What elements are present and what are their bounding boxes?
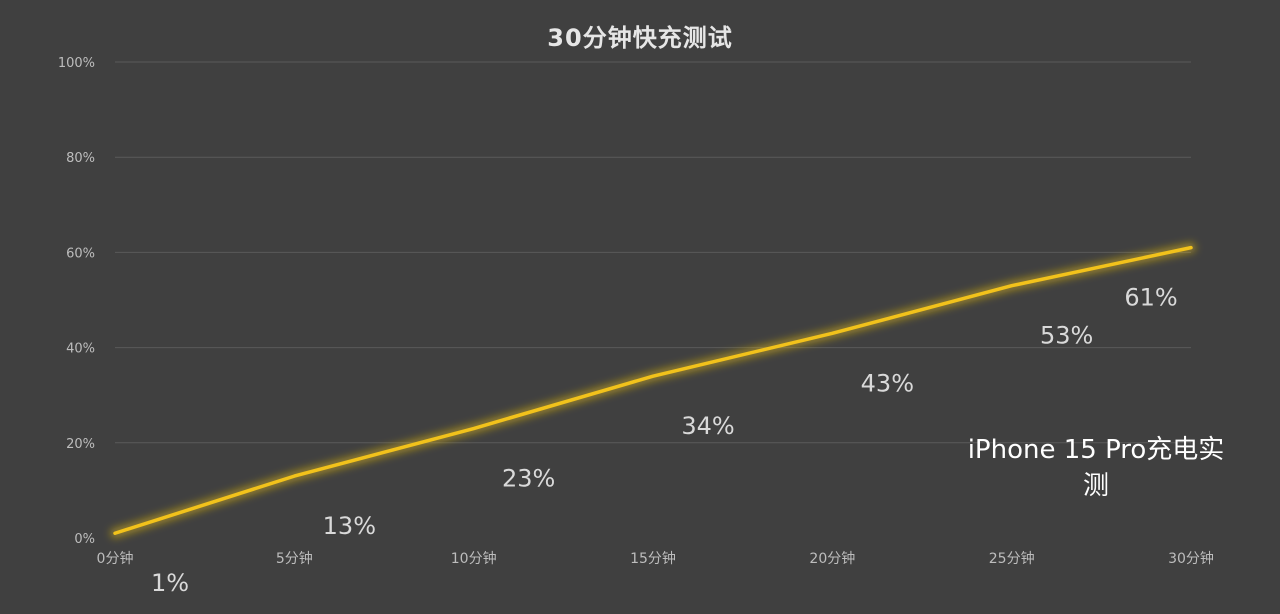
x-tick-label: 25分钟 [989, 550, 1035, 567]
y-tick-label: 0% [74, 532, 95, 547]
data-label: 13% [323, 512, 376, 540]
x-tick-label: 20分钟 [809, 550, 855, 567]
series-line [113, 245, 1193, 535]
x-tick-label: 10分钟 [451, 550, 497, 567]
x-tick-label: 0分钟 [97, 550, 134, 567]
y-tick-label: 20% [66, 437, 95, 452]
x-tick-label: 30分钟 [1168, 550, 1214, 567]
x-tick-label: 5分钟 [276, 550, 313, 567]
y-tick-label: 80% [66, 151, 95, 166]
chart-title: 30分钟快充测试 [547, 24, 733, 52]
y-tick-label: 100% [58, 56, 95, 71]
data-label: 61% [1124, 284, 1177, 312]
chart-annotation: iPhone 15 Pro充电实测 [967, 435, 1225, 501]
x-tick-label: 15分钟 [630, 550, 676, 567]
data-label: 43% [861, 369, 914, 397]
y-tick-label: 40% [66, 342, 95, 357]
data-label: 53% [1040, 322, 1093, 350]
data-label: 23% [502, 465, 555, 493]
y-tick-label: 60% [66, 246, 95, 261]
data-label: 1% [151, 569, 189, 597]
data-label: 34% [681, 412, 734, 440]
